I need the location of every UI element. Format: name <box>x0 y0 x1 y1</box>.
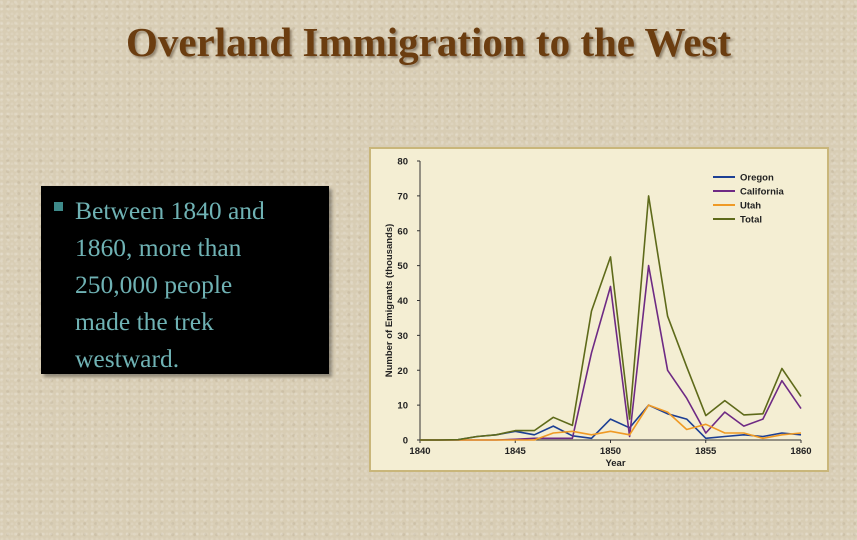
bullet-text: Between 1840 and 1860, more than 250,000… <box>75 196 265 373</box>
y-tick-label: 60 <box>397 226 408 237</box>
emigration-line-chart: 0 10 20 30 40 50 60 70 80 1840 1845 1850 1855 1860 Or… <box>384 157 812 470</box>
y-tick-label: 20 <box>397 366 408 377</box>
chart-frame: 0 10 20 30 40 50 60 70 80 1840 1845 1850 1855 1860 Or… <box>369 147 829 472</box>
series-line-utah <box>420 404 802 441</box>
legend-label-oregon: Oregon <box>740 173 774 184</box>
x-tick-label: 1860 <box>790 446 811 457</box>
y-axis-label: Number of Emigrants (thousands) <box>384 224 395 378</box>
y-tick-label: 0 <box>403 436 408 447</box>
y-tick-label: 70 <box>397 191 408 202</box>
x-tick-label: 1840 <box>409 446 430 457</box>
legend-label-total: Total <box>740 215 762 226</box>
y-tick-label: 40 <box>397 296 408 307</box>
x-axis-label: Year <box>605 458 625 469</box>
slide-title: Overland Immigration to the West <box>125 19 732 65</box>
bullet-box: Between 1840 and 1860, more than 250,000… <box>41 186 329 374</box>
bullet-square-icon <box>54 202 63 211</box>
x-tick-label: 1855 <box>695 446 717 457</box>
series-line-total <box>420 195 802 441</box>
legend-label-utah: Utah <box>740 201 761 212</box>
x-tick-label: 1850 <box>600 446 621 457</box>
series-line-california <box>420 264 802 441</box>
x-tick-label: 1845 <box>505 446 527 457</box>
y-tick-label: 30 <box>397 331 408 342</box>
y-tick-label: 50 <box>397 261 408 272</box>
y-tick-label: 80 <box>397 157 408 168</box>
y-tick-label: 10 <box>397 401 408 412</box>
legend-label-california: California <box>740 187 785 198</box>
series-line-oregon <box>420 404 802 441</box>
